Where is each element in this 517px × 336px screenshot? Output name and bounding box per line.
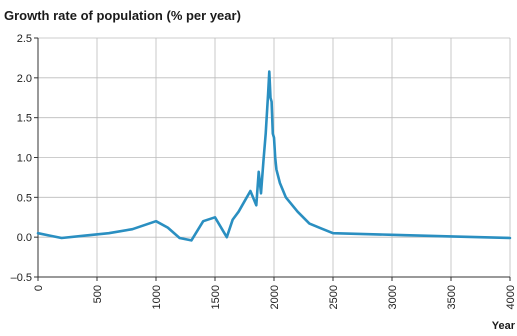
- x-tick-label: 1500: [210, 285, 222, 309]
- y-tick-label: 0.5: [17, 192, 32, 204]
- x-tick-label: 1000: [151, 285, 163, 309]
- x-tick-labels: 0 500 1000 1500 2000 2500 3000 3500 4000: [33, 285, 517, 309]
- y-tick-label: 2.5: [17, 33, 32, 45]
- y-tick-labels: –0.5 0.0 0.5 1.0 1.5 2.0 2.5: [11, 33, 32, 284]
- x-tick-label: 3500: [446, 285, 458, 309]
- x-tick-label: 3000: [387, 285, 399, 309]
- y-tick-label: –0.5: [11, 272, 32, 284]
- series-layer: [36, 70, 512, 242]
- y-tick-label: 0.0: [17, 232, 32, 244]
- y-tick-label: 2.0: [17, 73, 32, 85]
- x-axis-label: Year: [492, 320, 516, 331]
- x-tick-label: 0: [33, 285, 45, 291]
- y-tick-label: 1.5: [17, 113, 32, 125]
- axis-layer: [34, 37, 511, 281]
- x-tick-label: 500: [92, 285, 104, 303]
- x-tick-label: 2500: [328, 285, 340, 309]
- chart-title: Growth rate of population (% per year): [4, 8, 241, 23]
- x-tick-label: 2000: [269, 285, 281, 309]
- y-tick-label: 1.0: [17, 153, 32, 165]
- series-line: [36, 70, 512, 242]
- x-tick-label: 4000: [505, 285, 517, 309]
